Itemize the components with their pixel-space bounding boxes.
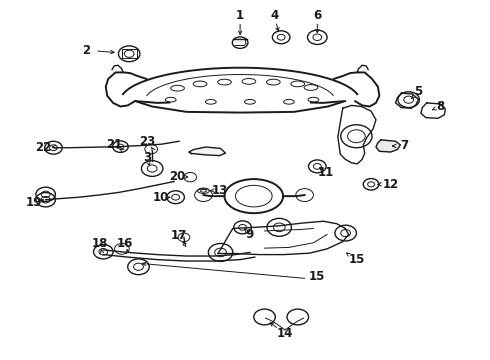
Text: 12: 12 — [383, 178, 399, 191]
Polygon shape — [376, 140, 400, 152]
Text: 15: 15 — [309, 270, 325, 283]
Text: 10: 10 — [153, 192, 169, 204]
Text: 16: 16 — [117, 237, 133, 250]
Text: 18: 18 — [91, 237, 108, 250]
Text: 20: 20 — [170, 170, 186, 183]
Text: 11: 11 — [318, 166, 334, 179]
Text: 2: 2 — [82, 44, 90, 57]
Text: 7: 7 — [401, 139, 409, 152]
Text: 19: 19 — [26, 196, 42, 209]
Text: 8: 8 — [436, 100, 444, 113]
Text: 1: 1 — [236, 9, 244, 22]
Polygon shape — [189, 147, 225, 156]
Text: 21: 21 — [106, 138, 122, 151]
Text: 6: 6 — [313, 9, 321, 22]
Text: 17: 17 — [171, 229, 187, 242]
Text: 4: 4 — [270, 9, 278, 22]
Text: 15: 15 — [348, 253, 365, 266]
Text: 9: 9 — [246, 228, 254, 241]
Text: 14: 14 — [277, 327, 293, 340]
Text: 13: 13 — [212, 184, 228, 197]
Text: 5: 5 — [415, 85, 422, 98]
Text: 22: 22 — [36, 141, 52, 154]
Text: 3: 3 — [143, 151, 151, 164]
Text: 23: 23 — [139, 135, 155, 148]
